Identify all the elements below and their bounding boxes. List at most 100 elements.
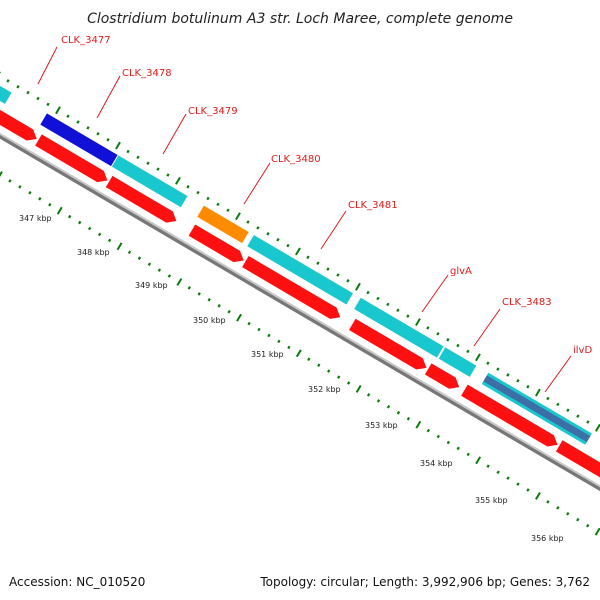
feature-ilvd-inner bbox=[483, 375, 591, 443]
gene-features bbox=[0, 80, 600, 480]
outer-major-tick bbox=[535, 388, 541, 397]
outer-minor-tick bbox=[76, 120, 80, 124]
inner-minor-tick bbox=[287, 345, 291, 350]
outer-minor-tick bbox=[196, 190, 200, 195]
feature-clk3480 bbox=[197, 205, 249, 244]
outer-minor-tick bbox=[566, 408, 570, 412]
outer-minor-tick bbox=[436, 332, 440, 336]
outer-minor-tick bbox=[286, 243, 290, 248]
outer-minor-tick bbox=[156, 167, 160, 171]
outer-minor-tick bbox=[276, 237, 280, 242]
inner-minor-tick bbox=[97, 232, 102, 237]
inner-minor-tick bbox=[486, 464, 490, 468]
gene-label-clk3480: CLK_3480 bbox=[271, 154, 321, 165]
outer-minor-tick bbox=[506, 373, 510, 377]
outer-major-tick bbox=[175, 176, 181, 185]
inner-major-tick bbox=[0, 171, 3, 177]
outer-minor-tick bbox=[26, 90, 30, 95]
tick-label-347: 347 kbp bbox=[19, 214, 52, 223]
outer-minor-tick bbox=[16, 85, 20, 89]
outer-minor-tick bbox=[86, 126, 90, 130]
inner-minor-tick bbox=[496, 470, 500, 474]
tick-label-353: 353 kbp bbox=[365, 421, 398, 430]
tick-label-350: 350 kbp bbox=[193, 316, 226, 325]
feature-glva bbox=[354, 297, 444, 358]
inner-minor-tick bbox=[48, 202, 52, 207]
inner-minor-tick bbox=[566, 512, 570, 516]
outer-minor-tick bbox=[266, 232, 270, 236]
outer-minor-tick bbox=[96, 132, 100, 136]
inner-minor-tick bbox=[127, 250, 132, 255]
outer-major-tick bbox=[115, 141, 121, 150]
outer-minor-tick bbox=[366, 290, 370, 295]
inner-minor-tick bbox=[436, 434, 440, 439]
inner-minor-tick bbox=[376, 399, 381, 403]
outer-major-tick bbox=[235, 212, 241, 221]
tick-label-355: 355 kbp bbox=[475, 496, 508, 505]
map-title: Clostridium botulinum A3 str. Loch Maree… bbox=[87, 11, 513, 27]
outer-minor-tick bbox=[316, 261, 320, 265]
feature-rev-6 bbox=[349, 318, 427, 370]
outer-minor-tick bbox=[326, 267, 330, 271]
inner-minor-tick bbox=[516, 482, 520, 486]
outer-minor-tick bbox=[396, 308, 400, 313]
inner-major-tick bbox=[535, 491, 541, 500]
inner-minor-tick bbox=[466, 452, 470, 457]
gene-label-clk3479: CLK_3479 bbox=[188, 106, 238, 117]
outer-minor-tick bbox=[306, 255, 310, 260]
kbp-labels: 347 kbp 348 kbp 349 kbp 350 kbp 351 kbp … bbox=[19, 214, 564, 543]
inner-minor-tick bbox=[386, 405, 391, 409]
inner-minor-tick bbox=[267, 333, 271, 338]
inner-minor-tick bbox=[426, 428, 431, 433]
feature-rev-3 bbox=[105, 175, 177, 223]
outer-minor-tick bbox=[336, 273, 340, 277]
inner-major-tick bbox=[355, 384, 362, 393]
gene-label-clk3483: CLK_3483 bbox=[502, 297, 552, 308]
outer-minor-tick bbox=[486, 361, 490, 365]
feature-clk3478 bbox=[40, 113, 118, 167]
inner-major-tick bbox=[56, 206, 63, 215]
inner-minor-tick bbox=[147, 262, 152, 266]
outer-minor-tick bbox=[246, 220, 250, 224]
inner-minor-tick bbox=[506, 476, 510, 480]
accession-text: Accession: NC_010520 bbox=[9, 575, 145, 589]
inner-minor-tick bbox=[406, 416, 411, 421]
outer-minor-tick bbox=[376, 296, 380, 301]
inner-minor-tick bbox=[346, 381, 351, 385]
inner-minor-tick bbox=[227, 309, 231, 314]
outer-minor-tick bbox=[496, 367, 500, 371]
outer-major-tick bbox=[55, 106, 61, 115]
inner-minor-tick bbox=[78, 220, 82, 225]
outer-minor-tick bbox=[166, 173, 170, 177]
inner-minor-tick bbox=[277, 339, 281, 344]
feature-fwd-partial bbox=[0, 80, 12, 104]
inner-minor-tick bbox=[307, 357, 311, 362]
outer-minor-tick bbox=[6, 79, 10, 83]
outer-minor-tick bbox=[406, 314, 410, 318]
inner-minor-tick bbox=[586, 523, 590, 528]
inner-major-tick bbox=[116, 242, 123, 251]
inner-minor-tick bbox=[446, 440, 450, 445]
inner-minor-tick bbox=[247, 321, 251, 326]
outer-major-tick bbox=[295, 247, 301, 256]
outer-minor-tick bbox=[526, 384, 530, 389]
inner-minor-tick bbox=[167, 274, 172, 278]
inner-major-tick bbox=[475, 456, 482, 465]
outer-minor-tick bbox=[516, 379, 520, 383]
inner-minor-tick bbox=[68, 214, 72, 219]
outer-minor-tick bbox=[386, 302, 390, 307]
outer-minor-tick bbox=[466, 349, 470, 354]
gene-label-clk3481: CLK_3481 bbox=[348, 200, 398, 211]
outer-major-tick bbox=[475, 353, 481, 362]
outer-minor-tick bbox=[546, 396, 550, 401]
inner-minor-tick bbox=[456, 446, 460, 451]
feature-rev-8 bbox=[461, 384, 558, 447]
inner-minor-tick bbox=[107, 238, 112, 243]
outer-minor-tick bbox=[426, 326, 430, 330]
outer-minor-tick bbox=[346, 279, 350, 283]
outer-minor-tick bbox=[186, 184, 190, 189]
outer-tick-row bbox=[0, 71, 600, 432]
outer-minor-tick bbox=[136, 155, 140, 160]
outer-minor-tick bbox=[456, 343, 460, 348]
